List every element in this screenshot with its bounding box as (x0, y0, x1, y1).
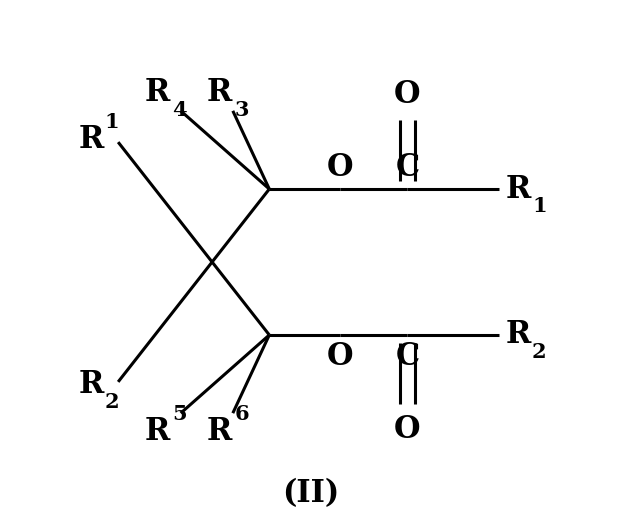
Text: 2: 2 (104, 391, 119, 412)
Text: R: R (506, 320, 531, 351)
Text: 2: 2 (532, 342, 547, 362)
Text: C: C (396, 151, 420, 183)
Text: O: O (394, 414, 420, 445)
Text: 3: 3 (235, 100, 249, 120)
Text: R: R (78, 124, 104, 155)
Text: R: R (506, 173, 531, 204)
Text: O: O (327, 151, 353, 183)
Text: 1: 1 (104, 112, 119, 133)
Text: R: R (78, 369, 104, 400)
Text: (II): (II) (282, 478, 340, 509)
Text: R: R (207, 77, 233, 108)
Text: C: C (396, 341, 420, 373)
Text: 5: 5 (172, 404, 187, 424)
Text: R: R (207, 416, 233, 447)
Text: O: O (394, 79, 420, 110)
Text: 1: 1 (532, 196, 547, 216)
Text: 4: 4 (172, 100, 187, 120)
Text: 6: 6 (235, 404, 249, 424)
Text: O: O (327, 341, 353, 373)
Text: R: R (144, 77, 170, 108)
Text: R: R (144, 416, 170, 447)
